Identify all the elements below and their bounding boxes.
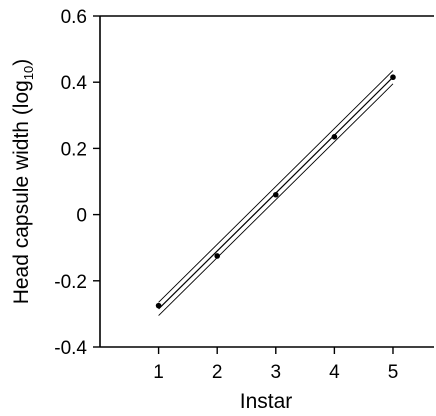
x-tick-label: 3	[271, 362, 282, 383]
plot-frame	[99, 15, 434, 348]
y-axis-title-main: Head capsule width (log	[10, 80, 33, 304]
data-point	[390, 74, 396, 81]
x-tick-label: 1	[153, 362, 164, 383]
x-tick-label: 4	[329, 362, 340, 383]
y-tick-label: -0.2	[54, 272, 87, 293]
y-tick-label: -0.4	[54, 338, 87, 359]
y-axis-title: Head capsule width (log10)	[10, 59, 36, 305]
data-point	[214, 253, 220, 259]
y-tick-label: 0.2	[61, 139, 87, 160]
lower-confidence-line	[158, 83, 394, 316]
data-points	[155, 74, 396, 309]
x-tick-label: 5	[388, 362, 399, 383]
data-point	[272, 191, 279, 198]
upper-confidence-line	[158, 70, 394, 303]
y-tick-label: 0	[76, 206, 87, 227]
y-axis-title-subscript: 10	[21, 66, 36, 80]
x-axis-ticks: 1 2 3 4 5	[153, 347, 398, 383]
data-point	[331, 134, 338, 140]
data-point	[155, 302, 162, 309]
y-tick-label: 0.6	[61, 7, 87, 28]
x-tick-label: 2	[212, 362, 223, 383]
x-axis-title: Instar	[240, 390, 293, 413]
y-axis-title-close: )	[10, 59, 33, 66]
y-axis-ticks: 0.6 0.4 0.2 0 -0.2 -0.4	[54, 7, 100, 359]
y-tick-label: 0.4	[61, 73, 88, 94]
